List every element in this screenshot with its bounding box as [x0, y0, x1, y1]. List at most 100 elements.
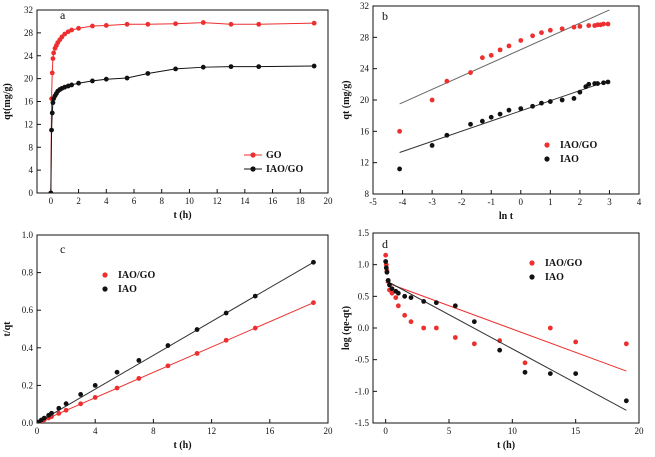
panel-d-series-0-point-9	[408, 319, 414, 325]
panel-d-series-0-point-17	[573, 339, 579, 345]
panel-b-xlabel: ln t	[499, 211, 514, 222]
panel-d-series-1-point-4	[387, 282, 392, 288]
panel-c-series-0-point-5	[56, 411, 62, 416]
panel-a-series-0-point-4	[51, 50, 57, 56]
panel-d-series-0-point-11	[433, 325, 439, 331]
panel-b-series-1-point-12	[559, 97, 565, 103]
panel-c-xtick-2: 8	[151, 426, 156, 436]
panel-c-series-1-point-9	[114, 369, 120, 375]
panel-b-series-1-fit	[399, 79, 610, 153]
panel-d-legend: IAO/GO IAO	[545, 258, 582, 283]
panel-d-plot-area	[383, 252, 629, 411]
panel-d-ytick-5: 1.0	[358, 260, 370, 270]
panel-c-xtick-4: 16	[265, 426, 275, 436]
panel-c-ylabel: t/qt	[2, 321, 13, 337]
panel-a-series-1-point-16	[124, 75, 130, 81]
panel-c-legend-marker-1	[102, 286, 108, 292]
panel-d-xtick-0: 0	[383, 426, 388, 436]
panel-c-series-0-point-13	[223, 337, 229, 343]
panel-b-ytick-2: 16	[360, 126, 370, 136]
panel-d-ytick-6: 1.5	[358, 228, 370, 238]
panel-a-ytick-1: 4	[29, 165, 34, 175]
panel-a: a t (h) qt(mg/g) GO IAO/GO 0 2 4 6 8 10 12 14 16…	[2, 5, 333, 221]
panel-b-ytick-1: 12	[360, 158, 369, 168]
panel-d-series-0-point-15	[522, 360, 528, 366]
panel-d-series-1-point-15	[522, 369, 528, 375]
panel-c-series-1-point-2	[41, 415, 47, 421]
panel-c-series-1-point-4	[49, 410, 54, 416]
panel-d-legend-marker-0	[529, 260, 535, 266]
panel-c-series-0-point-10	[136, 376, 142, 381]
panel-b-series-0-point-19	[601, 21, 606, 27]
panel-b-frame	[372, 5, 640, 195]
panel-c-ytick-3: 0.6	[22, 305, 34, 315]
panel-b-series-1-point-19	[601, 80, 606, 86]
panel-b-ylabel: qt (mg/g)	[341, 80, 352, 119]
panel-c-xtick-0: 0	[35, 426, 40, 436]
panel-b-series-1-point-1	[429, 143, 435, 148]
panel-c-plot-area	[37, 259, 316, 423]
panel-b-legend: IAO/GO IAO	[560, 140, 597, 165]
panel-c-ytick-4: 0.8	[22, 268, 34, 278]
panel-b-plot-area	[397, 9, 611, 172]
panel-b-series-0-point-9	[530, 33, 535, 39]
panel-d-ytick-1: -1.0	[355, 386, 370, 396]
panel-c-series-0-point-12	[194, 351, 200, 356]
panel-a-legend-1: IAO/GO	[266, 164, 303, 175]
panel-b-ytick-4: 24	[360, 64, 370, 74]
panel-a-ytick-3: 12	[24, 119, 33, 129]
panel-d-legend-marker-1	[529, 274, 535, 280]
panel-b-xtick-9: 4	[637, 197, 642, 207]
panel-d-xtick-3: 15	[571, 426, 581, 436]
panel-d-series-0-point-7	[395, 303, 401, 309]
panel-c-frame	[36, 234, 329, 424]
panel-d-series-0-point-0	[383, 252, 389, 258]
panel-b-series-1-point-7	[506, 107, 512, 113]
panel-c-xtick-3: 12	[207, 426, 216, 436]
panel-b-legend-marker-0	[544, 142, 550, 148]
panel-d-legend-0: IAO/GO	[545, 258, 582, 269]
panel-b-ytick-6: 32	[360, 1, 369, 11]
panel-a-xtick-5: 10	[185, 196, 195, 206]
panel-b-series-1-point-20	[605, 79, 611, 85]
panel-c-ytick-1: 0.2	[22, 380, 33, 390]
panel-b-xtick-7: 2	[578, 197, 583, 207]
panel-d-ytick-2: -0.5	[355, 355, 370, 365]
panel-d-frame	[372, 232, 640, 424]
panel-b-xtick-8: 3	[607, 197, 612, 207]
panel-d-series-1-point-11	[433, 300, 439, 306]
panel-d-series-1-point-12	[452, 303, 458, 309]
panel-b-series-0-point-8	[518, 38, 524, 43]
panel-a-series-0-point-13	[76, 25, 81, 31]
panel-b-series-1-point-8	[518, 106, 524, 112]
panel-a-ytick-2: 8	[29, 142, 34, 152]
panel-b-legend-0: IAO/GO	[560, 140, 597, 151]
panel-a-ytick-8: 32	[24, 5, 33, 15]
panel-a-xtick-3: 6	[132, 196, 137, 206]
panel-d-series-1-point-16	[547, 371, 553, 376]
panel-a-legend: GO IAO/GO	[266, 150, 303, 175]
panel-d-series-1-point-2	[384, 269, 390, 275]
panel-b-series-1-point-10	[539, 100, 544, 106]
panel-a-series-0-point-2	[49, 70, 55, 76]
panel-c-series-0-fit	[37, 302, 314, 423]
panel-d-series-1-point-5	[389, 286, 395, 292]
panel-d-series-0-point-16	[547, 325, 553, 331]
panel-a-series-1-point-21	[256, 64, 262, 70]
panel-a-series-0-point-22	[311, 20, 317, 26]
panel-d-series-1-point-9	[408, 295, 414, 300]
panel-b-series-1-point-14	[577, 89, 583, 95]
panel-b-label: b	[382, 9, 388, 23]
panel-a-series-0-point-21	[256, 21, 262, 27]
panel-d-ytick-4: 0.5	[358, 291, 370, 301]
panel-c-series-1-point-11	[165, 343, 171, 348]
panel-b-xtick-6: 1	[548, 197, 553, 207]
panel-b-xtick-4: -1	[487, 197, 495, 207]
panel-c-legend: IAO/GO IAO	[118, 270, 155, 295]
panel-b-series-0-point-11	[547, 27, 553, 33]
panel-b-xtick-3: -2	[458, 197, 466, 207]
panel-b-series-1-point-0	[397, 166, 402, 172]
panel-c-series-0-point-7	[78, 401, 84, 407]
panel-b-series-0-fit	[399, 9, 610, 105]
